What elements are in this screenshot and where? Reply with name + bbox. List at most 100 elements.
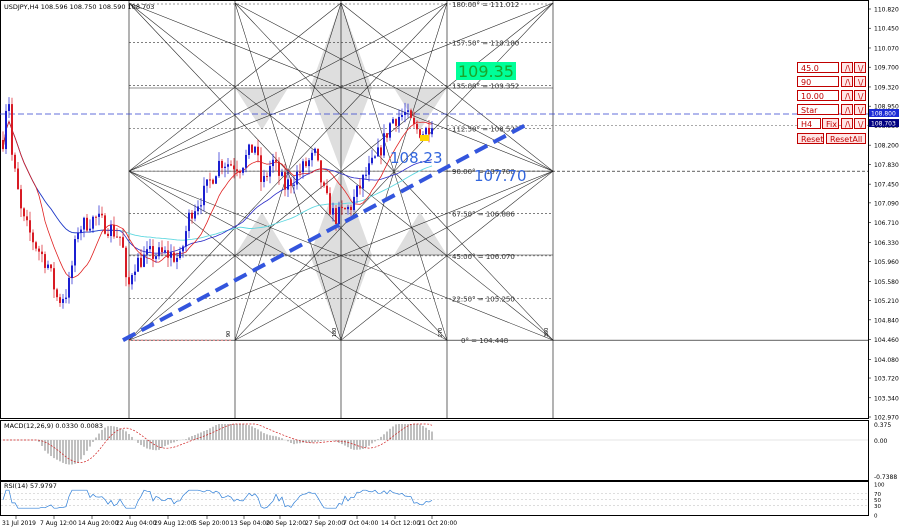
candle-body — [161, 247, 163, 253]
candle-body — [266, 176, 268, 178]
candle-body — [224, 166, 226, 168]
candle-body — [59, 297, 61, 303]
angle-marker: 360 — [544, 328, 550, 338]
macd-axis-label: 0.00 — [874, 438, 888, 445]
decrement-button[interactable]: \/ — [854, 90, 866, 101]
candle-body — [419, 129, 421, 138]
tool-panel-field-4[interactable]: H4 — [797, 118, 821, 129]
candle-body — [386, 133, 388, 138]
candle-body — [29, 220, 31, 233]
candle-body — [26, 216, 28, 221]
candle-body — [269, 166, 271, 177]
increment-button[interactable]: /\ — [841, 118, 853, 129]
gann-star-grid: 90 180 270 360 — [128, 1, 554, 418]
candle-body — [83, 217, 85, 230]
tool-panel-field-1[interactable]: 90 — [797, 76, 839, 87]
increment-button[interactable]: /\ — [841, 90, 853, 101]
decrement-button[interactable]: \/ — [854, 62, 866, 73]
candle-body — [65, 297, 67, 299]
price-axis-label: 106.710 — [874, 220, 899, 227]
candle-body — [404, 111, 406, 115]
candle-body — [368, 163, 370, 175]
gann-level-label: 112.50° = 108.523 — [452, 125, 519, 133]
candle-body — [377, 147, 379, 157]
candle-body — [101, 213, 103, 216]
candle-body — [242, 167, 244, 173]
rsi-axis-label: 30 — [874, 504, 881, 510]
candle-body — [263, 176, 265, 182]
candle-body — [293, 184, 295, 186]
candle-body — [113, 224, 115, 237]
macd-axis-label: -0.7388 — [874, 474, 897, 481]
highlight-marker — [420, 135, 429, 141]
candle-body — [5, 110, 7, 150]
time-axis-label: 5 Sep 20:00 — [193, 520, 229, 527]
tool-panel-field-0[interactable]: 45.0 — [797, 62, 839, 73]
gann-level-label: 45.00° = 106.070 — [452, 253, 515, 261]
gann-level-label: 0° = 104.448 — [461, 337, 508, 345]
candle-body — [401, 114, 403, 117]
moving-averages — [2, 120, 433, 279]
gann-triangle — [235, 212, 288, 255]
reset-all-button[interactable]: ResetAll — [826, 133, 866, 144]
candle-body — [170, 252, 172, 258]
trendline[interactable] — [122, 123, 526, 342]
candle-body — [410, 110, 412, 118]
candle-body — [203, 185, 205, 206]
current-price-tag: 108.703 — [871, 121, 896, 128]
candle-body — [143, 254, 145, 267]
candle-body — [284, 172, 286, 190]
reset-button[interactable]: Reset — [797, 133, 824, 144]
candle-body — [431, 128, 433, 135]
candle-body — [77, 232, 79, 240]
decrement-button[interactable]: \/ — [854, 76, 866, 87]
candle-body — [350, 206, 352, 210]
time-axis-label: 29 Aug 12:00 — [154, 520, 195, 527]
candle-body — [323, 182, 325, 186]
fix-button[interactable]: Fix — [822, 118, 839, 129]
candlesticks — [2, 97, 433, 309]
candle-body — [356, 185, 358, 197]
tool-panel-field-3[interactable]: Star — [797, 104, 839, 115]
price-axis-label: 110.070 — [874, 45, 899, 52]
candle-body — [134, 271, 136, 275]
decrement-button[interactable]: \/ — [854, 104, 866, 115]
candle-body — [98, 213, 100, 217]
candle-body — [395, 119, 397, 126]
annotation-107-70: 107.70 — [474, 167, 527, 185]
price-axis-label: 105.960 — [874, 259, 899, 266]
candle-body — [80, 229, 82, 233]
price-axis-label: 109.700 — [874, 65, 899, 72]
candle-body — [47, 264, 49, 268]
candle-body — [374, 156, 376, 158]
candle-body — [341, 206, 343, 209]
increment-button[interactable]: /\ — [841, 62, 853, 73]
candle-body — [389, 123, 391, 138]
candle-body — [239, 171, 241, 173]
candle-body — [164, 250, 166, 253]
ma-slow-line — [2, 120, 433, 254]
candle-body — [200, 205, 202, 207]
candle-body — [20, 189, 22, 209]
candle-body — [212, 179, 214, 184]
candle-body — [56, 289, 58, 298]
candle-body — [359, 185, 361, 189]
candle-body — [380, 147, 382, 156]
time-axis-label: 31 Jul 2019 — [2, 520, 36, 527]
decrement-button[interactable]: \/ — [854, 118, 866, 129]
price-axis-label: 102.970 — [874, 415, 899, 422]
candle-body — [149, 246, 151, 250]
price-axis-label: 110.450 — [874, 26, 899, 33]
gann-level-label: 22.50° = 105.250 — [452, 295, 515, 303]
price-axis-label: 103.340 — [874, 395, 899, 402]
candle-body — [413, 117, 415, 124]
tool-panel-field-2[interactable]: 10.00 — [797, 90, 839, 101]
price-axis-label: 103.720 — [874, 376, 899, 383]
increment-button[interactable]: /\ — [841, 104, 853, 115]
macd-signal-line — [3, 423, 433, 463]
increment-button[interactable]: /\ — [841, 76, 853, 87]
candle-body — [62, 298, 64, 303]
candle-body — [131, 274, 133, 285]
